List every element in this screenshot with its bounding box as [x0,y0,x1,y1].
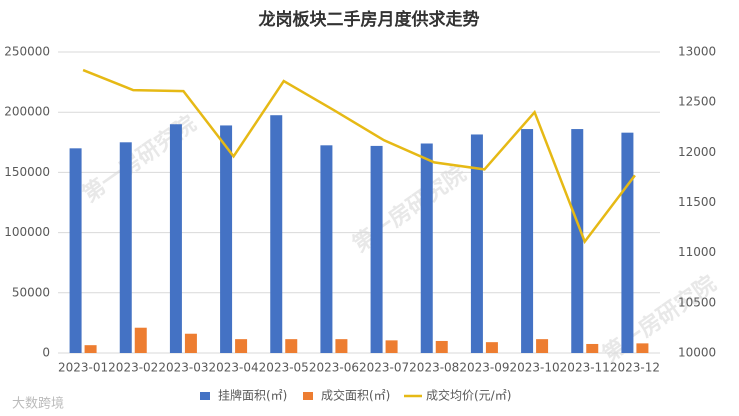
chart-title: 龙岗板块二手房月度供求走势 [258,9,480,30]
y2-tick-label: 11500 [678,195,716,209]
bar [420,143,433,353]
legend-key [200,392,210,400]
x-tick-label: 2023-12 [610,361,660,375]
bar [134,327,147,353]
bar [536,339,549,353]
x-tick-label: 2023-11 [560,361,610,375]
bar [119,142,132,353]
y2-tick-label: 12500 [678,95,716,109]
bar [270,115,283,354]
x-tick-label: 2023-01 [58,361,108,375]
x-tick-label: 2023-09 [459,361,509,375]
y-tick-label: 0 [42,346,50,360]
y2-tick-label: 10000 [678,346,716,360]
x-tick-label: 2023-10 [510,361,560,375]
bar [220,125,233,353]
bar [470,134,483,353]
y2-tick-label: 12000 [678,145,716,159]
x-tick-label: 2023-07 [359,361,409,375]
legend-label: 成交均价(元/㎡) [426,388,511,403]
x-tick-label: 2023-04 [209,361,259,375]
bar [69,148,82,353]
bar [621,132,634,353]
y-tick-label: 100000 [4,225,50,239]
y-tick-label: 250000 [4,45,50,59]
watermark: 第一房研究院 [78,111,201,208]
x-tick-label: 2023-05 [259,361,309,375]
bar [84,345,97,353]
bar [586,343,599,353]
legend-label: 挂牌面积(㎡) [218,389,287,403]
y2-tick-label: 11000 [678,245,716,259]
bar [435,340,448,353]
x-tick-label: 2023-03 [158,361,208,375]
x-tick-label: 2023-06 [309,361,359,375]
bar [184,333,197,353]
bar [636,343,649,353]
y2-tick-label: 10500 [678,295,716,309]
x-tick-label: 2023-08 [409,361,459,375]
watermark: 第一房研究院 [348,161,471,258]
bar [571,129,584,353]
legend-key [303,392,313,400]
legend-label: 成交面积(㎡) [321,388,390,403]
bar [169,124,182,354]
y-tick-label: 200000 [4,105,50,119]
bar [285,339,298,353]
x-tick-label: 2023-02 [108,361,158,375]
line [82,68,636,245]
bar [385,340,398,353]
bar [485,342,498,353]
bar [370,145,383,353]
y-tick-label: 150000 [4,165,50,179]
bar [320,145,333,353]
y-tick-label: 50000 [12,285,50,299]
bar [235,339,248,353]
logo: 大数跨境 [12,397,64,412]
y2-tick-label: 13000 [678,45,716,59]
bar [335,339,348,353]
bar [521,129,534,353]
